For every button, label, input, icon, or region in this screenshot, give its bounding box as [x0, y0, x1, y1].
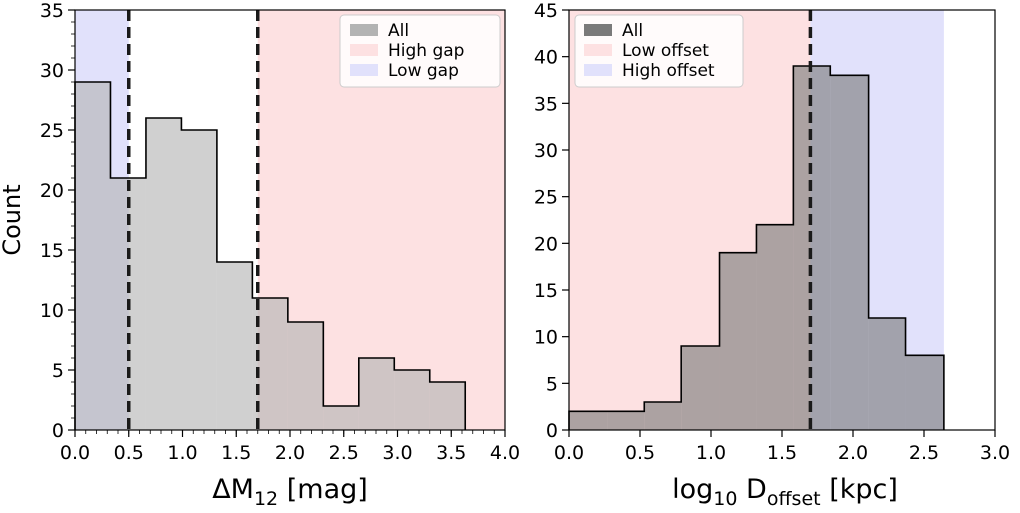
y-tick-label: 45	[534, 0, 558, 22]
right-legend-swatch-high-offset	[584, 64, 612, 76]
histogram-bar	[181, 130, 217, 430]
right-legend-swatch-all	[584, 24, 612, 36]
x-tick-label: 2.0	[838, 442, 868, 464]
left-legend-label-all: All	[388, 21, 409, 41]
histogram-outline	[74, 81, 467, 430]
x-tick-label: 2.5	[329, 442, 359, 464]
left-legend-label-high-gap: High gap	[388, 41, 464, 61]
right-legend-label-all: All	[622, 21, 643, 41]
right-legend-label-high-offset: High offset	[622, 61, 715, 81]
x-tick-label: 0.0	[554, 442, 584, 464]
left-x-ticks: 0.0 0.5 1.0 1.5 2.0 2.5 3.0 3.5 4.0	[60, 430, 520, 464]
x-tick-label: 3.0	[382, 442, 412, 464]
left-legend-label-low-gap: Low gap	[388, 61, 459, 81]
y-tick-label: 40	[534, 47, 558, 69]
x-tick-label: 1.5	[221, 442, 251, 464]
y-tick-label: 30	[40, 60, 64, 82]
left-y-ticks: 0 5 10 15 20 25 30 35	[40, 0, 75, 442]
y-tick-label: 10	[40, 300, 64, 322]
x-tick-label: 1.0	[167, 442, 197, 464]
y-tick-label: 25	[40, 120, 64, 142]
left-legend-swatch-high-gap	[350, 44, 378, 56]
right-legend: All Low offset High offset	[574, 14, 744, 88]
y-tick-label: 35	[534, 93, 558, 115]
x-tick-label: 3.5	[436, 442, 466, 464]
x-tick-label: 0.5	[114, 442, 144, 464]
histogram-bar	[358, 358, 395, 430]
x-tick-label: 3.0	[980, 442, 1010, 464]
histogram-bar	[719, 252, 757, 430]
x-tick-label: 0.0	[60, 442, 90, 464]
y-tick-label: 25	[534, 187, 558, 209]
y-tick-label: 15	[40, 240, 64, 262]
right-panel: 0.0 0.5 1.0 1.5 2.0 2.5 3.0 0 5 10 15 20 25 30 35 40 45…	[534, 0, 1010, 510]
histogram-bar	[756, 224, 794, 430]
y-tick-label: 20	[40, 180, 64, 202]
histogram-bar	[429, 382, 466, 430]
y-tick-label: 30	[534, 140, 558, 162]
right-x-ticks: 0.0 0.5 1.0 1.5 2.0 2.5 3.0	[554, 430, 1010, 464]
left-y-axis-label: Count	[0, 184, 26, 255]
histogram-bar	[681, 346, 720, 430]
y-tick-label: 0	[546, 420, 558, 442]
left-threshold-lines	[127, 10, 260, 430]
histogram-outline	[568, 65, 945, 430]
left-x-axis-label: ΔM12 [mag]	[212, 474, 368, 510]
histogram-bar	[323, 406, 359, 430]
left-legend-box	[339, 14, 501, 88]
left-legend-swatch-low-gap	[350, 64, 378, 76]
left-legend-swatch-all	[350, 24, 378, 36]
histogram-bar	[75, 82, 111, 430]
x-tick-label: 4.0	[490, 442, 520, 464]
x-tick-label: 1.0	[696, 442, 726, 464]
left-legend: All High gap Low gap	[339, 14, 501, 88]
histogram-bar	[830, 75, 869, 430]
histogram-bar	[868, 318, 906, 430]
right-legend-swatch-low-offset	[584, 44, 612, 56]
histogram-bar	[607, 411, 645, 430]
histogram-bar	[216, 262, 253, 430]
histogram-bar	[394, 370, 430, 430]
x-tick-label: 0.5	[625, 442, 655, 464]
x-tick-label: 2.0	[275, 442, 305, 464]
histogram-bar	[644, 402, 682, 430]
y-tick-label: 10	[534, 327, 558, 349]
histogram-bar	[287, 322, 324, 430]
right-legend-label-low-offset: Low offset	[622, 41, 709, 61]
histogram-bar	[145, 118, 182, 430]
y-tick-label: 0	[52, 420, 64, 442]
y-tick-label: 5	[546, 373, 558, 395]
histogram-bar	[569, 411, 608, 430]
y-tick-label: 5	[52, 360, 64, 382]
right-x-axis-label: log10 Doffset [kpc]	[672, 474, 898, 510]
y-tick-label: 15	[534, 280, 558, 302]
x-tick-label: 1.5	[767, 442, 797, 464]
y-tick-label: 20	[534, 233, 558, 255]
right-y-ticks: 0 5 10 15 20 25 30 35 40 45	[534, 0, 569, 442]
x-tick-label: 2.5	[909, 442, 939, 464]
y-tick-label: 35	[40, 0, 64, 22]
right-legend-box	[574, 14, 744, 88]
left-panel: 0.0 0.5 1.0 1.5 2.0 2.5 3.0 3.5 4.0 0 5 10 15 20 25 30…	[0, 0, 520, 510]
histogram-bar	[905, 355, 944, 430]
